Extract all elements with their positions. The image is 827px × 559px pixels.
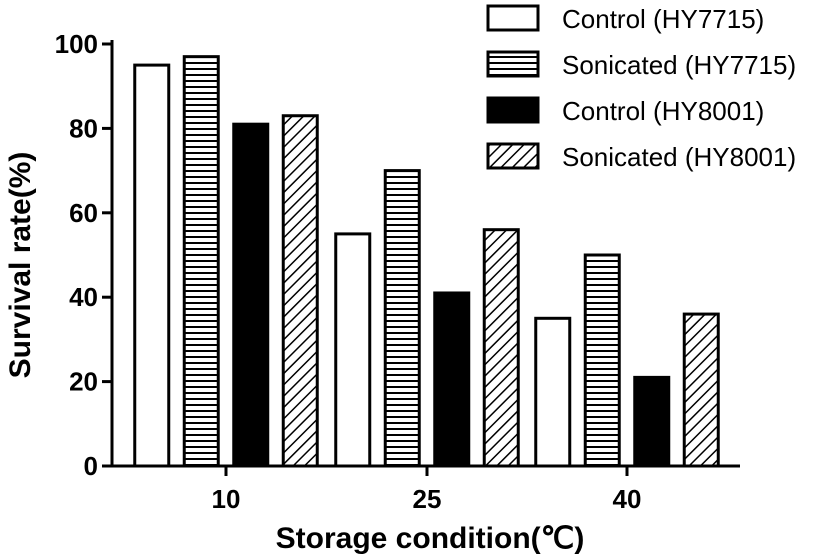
y-tick-label: 60 [69, 198, 98, 228]
y-tick-label: 20 [69, 367, 98, 397]
legend-swatch [486, 50, 540, 78]
legend-label: Sonicated (HY8001) [562, 142, 796, 172]
bar [482, 228, 520, 468]
y-axis-title: Survival rate(%) [4, 152, 37, 379]
bar [633, 375, 671, 468]
legend-swatch [486, 142, 540, 170]
legend-swatch [486, 96, 540, 124]
legend-label: Control (HY8001) [562, 96, 764, 126]
y-tick-label: 80 [69, 113, 98, 143]
y-tick-label: 100 [55, 29, 98, 59]
x-tick-label: 25 [413, 484, 442, 514]
bar [433, 291, 471, 468]
plot-area [133, 55, 720, 468]
bar [182, 55, 220, 468]
y-axis: 0 20 40 60 80 100 [55, 29, 114, 481]
bar [281, 114, 319, 468]
x-axis: 10 25 40 [112, 464, 740, 514]
x-axis-title: Storage condition(℃) [276, 522, 585, 555]
x-tick-label: 40 [613, 484, 642, 514]
bar [534, 316, 572, 468]
legend: Control (HY7715) Sonicated (HY7715) Contro… [486, 4, 796, 172]
y-tick-label: 40 [69, 282, 98, 312]
x-tick-label: 10 [212, 484, 241, 514]
bar [334, 232, 372, 468]
bar [133, 63, 171, 468]
bar [383, 169, 421, 468]
legend-label: Sonicated (HY7715) [562, 50, 796, 80]
bar [583, 253, 621, 468]
bar [232, 122, 270, 468]
legend-label: Control (HY7715) [562, 4, 764, 34]
bar [682, 312, 720, 468]
y-tick-label: 0 [84, 451, 98, 481]
legend-swatch [486, 4, 540, 32]
